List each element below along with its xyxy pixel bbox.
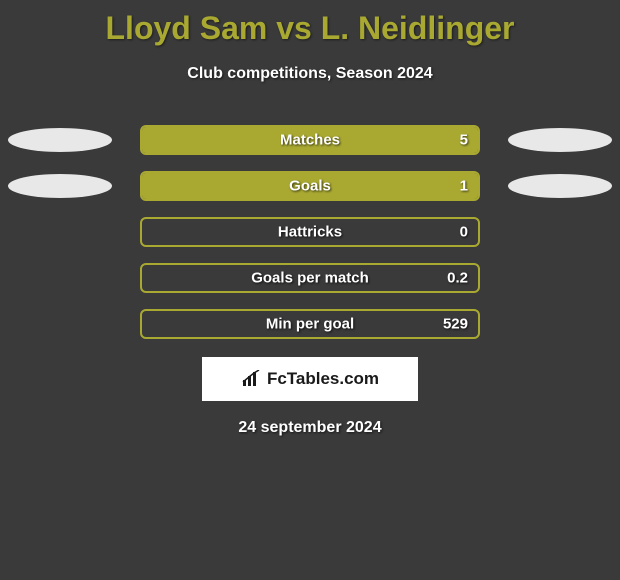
player-right-marker	[508, 128, 612, 152]
stat-row: Min per goal 529	[0, 309, 620, 339]
player-left-marker	[8, 174, 112, 198]
comparison-subtitle: Club competitions, Season 2024	[0, 65, 620, 83]
stat-bar-track: Matches 5	[140, 125, 480, 155]
stat-value-right: 529	[443, 316, 468, 333]
snapshot-date: 24 september 2024	[0, 419, 620, 437]
stat-label: Matches	[280, 132, 340, 149]
comparison-title: Lloyd Sam vs L. Neidlinger	[0, 0, 620, 47]
stat-label: Goals per match	[251, 270, 369, 287]
stat-value-right: 5	[460, 132, 468, 149]
player-right-marker	[508, 174, 612, 198]
stat-row: Goals per match 0.2	[0, 263, 620, 293]
stat-bar-track: Min per goal 529	[140, 309, 480, 339]
stat-value-right: 1	[460, 178, 468, 195]
site-logo[interactable]: FcTables.com	[241, 369, 379, 389]
player-left-marker	[8, 128, 112, 152]
stat-bar-track: Goals 1	[140, 171, 480, 201]
stat-bar-track: Goals per match 0.2	[140, 263, 480, 293]
logo-box: FcTables.com	[202, 357, 418, 401]
stat-label: Goals	[289, 178, 331, 195]
stat-bar-track: Hattricks 0	[140, 217, 480, 247]
stat-label: Min per goal	[266, 316, 354, 333]
stat-row: Hattricks 0	[0, 217, 620, 247]
stat-row: Matches 5	[0, 125, 620, 155]
stat-value-right: 0	[460, 224, 468, 241]
stat-rows-container: Matches 5 Goals 1 Hattricks 0 Goals per match 0…	[0, 125, 620, 339]
logo-label: FcTables.com	[267, 369, 379, 389]
stat-value-right: 0.2	[447, 270, 468, 287]
stat-row: Goals 1	[0, 171, 620, 201]
stat-label: Hattricks	[278, 224, 342, 241]
bar-chart-icon	[241, 370, 263, 388]
